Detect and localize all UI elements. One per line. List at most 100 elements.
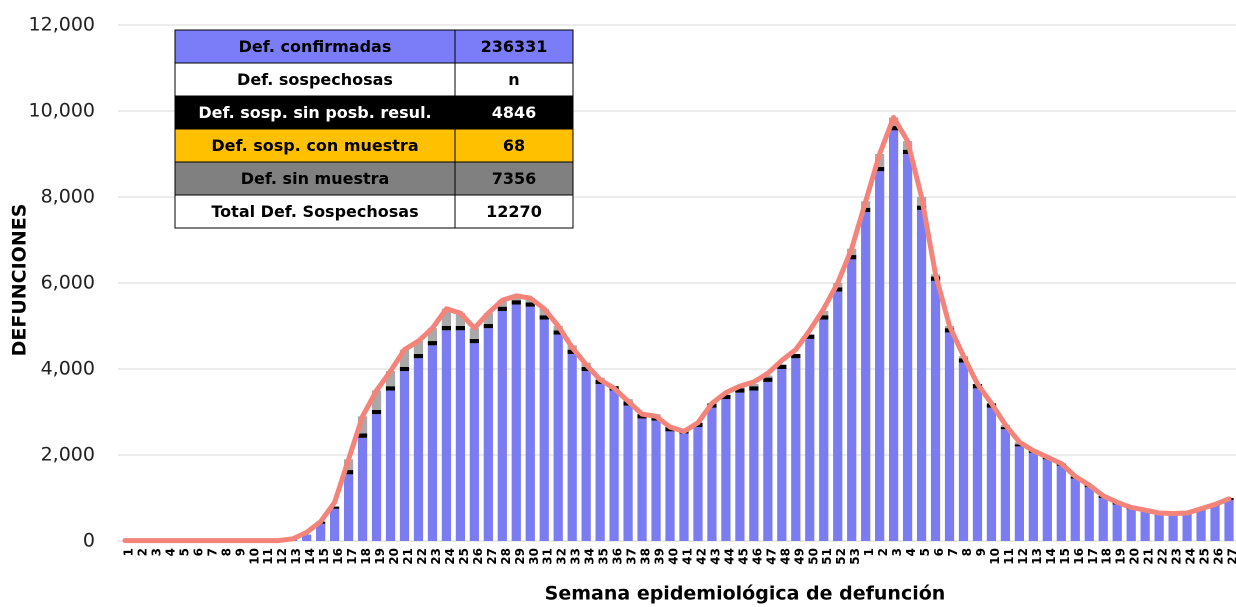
bar	[567, 353, 577, 541]
bar	[525, 302, 535, 307]
x-tick-label: 15	[1058, 548, 1072, 565]
bar	[343, 470, 354, 475]
table-label: Def. sosp. sin posb. resul.	[198, 103, 431, 122]
bar	[469, 343, 479, 541]
bar	[609, 390, 619, 541]
y-tick-label: 12,000	[29, 14, 95, 36]
x-tick-label: 11	[1002, 548, 1016, 565]
x-tick-label: 23	[1170, 548, 1184, 565]
x-tick-label: 23	[429, 548, 443, 565]
bar	[371, 390, 382, 410]
bar	[1070, 478, 1080, 541]
bar	[902, 149, 913, 154]
bar	[819, 315, 829, 320]
bar	[847, 259, 857, 541]
line	[122, 114, 1232, 544]
x-tick-label: 18	[359, 548, 373, 565]
x-tick-label: 22	[1156, 548, 1170, 565]
table-label: Def. sospechosas	[237, 70, 393, 89]
bar	[316, 523, 326, 541]
bar	[441, 330, 452, 541]
x-tick-label: 43	[708, 548, 722, 565]
x-tick-label: 53	[848, 548, 862, 565]
x-tick-label: 26	[1212, 548, 1226, 565]
bar	[399, 371, 410, 541]
table-cell	[454, 194, 574, 229]
x-tick-label: 17	[345, 548, 359, 565]
bar	[455, 330, 465, 541]
table-label: Def. sosp. con muestra	[211, 136, 418, 155]
bar	[595, 384, 605, 541]
x-tick-label: 35	[597, 548, 611, 565]
bar	[721, 399, 731, 541]
bar	[511, 304, 521, 541]
x-tick-label: 48	[778, 548, 792, 565]
bar	[819, 319, 829, 541]
x-tick-label: 20	[1128, 548, 1142, 565]
bar	[525, 306, 535, 541]
table-value: 4846	[492, 103, 537, 122]
x-tick-label: 16	[1072, 548, 1086, 565]
x-tick-label: 2	[876, 548, 890, 556]
table-cell	[174, 29, 456, 64]
x-tick-label: 37	[625, 548, 639, 565]
bar	[1056, 465, 1066, 541]
x-tick-label: 49	[792, 548, 806, 565]
bar	[861, 212, 871, 542]
x-tick-label: 30	[527, 548, 541, 565]
x-tick-label: 27	[1226, 548, 1236, 565]
x-tick-label: 1	[121, 548, 135, 556]
x-tick-label: 32	[555, 548, 569, 565]
bar	[735, 392, 745, 541]
bar	[707, 407, 717, 541]
bar	[455, 313, 465, 326]
table-label: Def. sin muestra	[241, 169, 390, 188]
table-label: Def. confirmadas	[239, 37, 392, 56]
x-tick-label: 8	[960, 548, 974, 556]
bar	[385, 371, 396, 387]
bar	[693, 427, 703, 541]
bar	[1112, 504, 1122, 541]
x-tick-label: 46	[750, 548, 764, 565]
bar	[763, 377, 773, 382]
bar	[357, 433, 368, 438]
bar	[958, 362, 969, 541]
bar	[721, 394, 731, 400]
bar	[679, 433, 689, 541]
x-tick-label: 28	[499, 548, 513, 565]
x-tick-label: 45	[736, 548, 750, 565]
x-tick-label: 5	[177, 548, 191, 556]
bar	[1182, 514, 1192, 541]
bar	[455, 326, 465, 331]
x-tick-label: 9	[974, 548, 988, 556]
x-tick-label: 47	[764, 548, 778, 565]
x-tick-label: 34	[583, 548, 597, 565]
bar	[413, 341, 424, 354]
table-value: n	[508, 70, 519, 89]
bar	[483, 323, 493, 329]
bar	[1014, 444, 1024, 447]
bar	[330, 508, 340, 541]
bar	[330, 506, 340, 509]
bar	[902, 154, 913, 541]
bar	[651, 420, 661, 541]
x-tick-label: 21	[1142, 548, 1156, 565]
table-label: Total Def. Sospechosas	[211, 202, 418, 221]
x-tick-label: 22	[415, 548, 429, 565]
x-tick-label: 18	[1100, 548, 1114, 565]
x-tick-label: 8	[219, 548, 233, 556]
bar	[763, 375, 773, 378]
bar	[1140, 511, 1150, 541]
bar	[889, 126, 899, 131]
bar	[1168, 514, 1178, 541]
y-tick-label: 2,000	[41, 444, 95, 466]
table-cell	[454, 161, 574, 196]
x-tick-label: 38	[639, 548, 653, 565]
bar	[567, 349, 577, 354]
bar	[539, 319, 549, 541]
bar	[1224, 500, 1234, 541]
bar	[833, 291, 843, 541]
x-tick-label: 3	[890, 548, 904, 556]
x-tick-label: 17	[1086, 548, 1100, 565]
bar	[385, 386, 396, 391]
